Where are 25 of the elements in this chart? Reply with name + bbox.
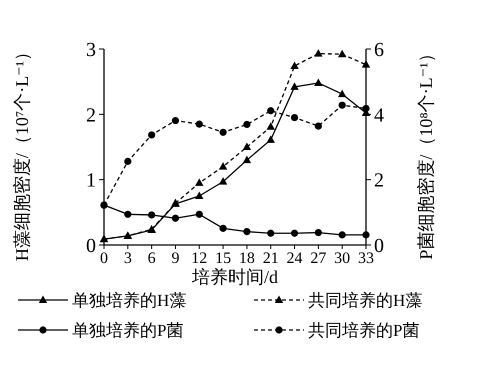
- y-tick-label: 1: [86, 170, 96, 192]
- x-tick-label: 27: [310, 250, 326, 267]
- x-tick-label: 24: [286, 250, 303, 267]
- y-axis-title: H藻细胞密度/（10⁷个·L⁻¹）: [12, 42, 32, 262]
- x-tick-label: 9: [171, 250, 180, 267]
- y-tick-label: 2: [86, 104, 96, 126]
- x-tick-label: 30: [334, 250, 350, 267]
- x-tick-label: 33: [358, 250, 374, 267]
- legend-label: 共同培养的H藻: [308, 291, 422, 310]
- legend-label: 单独培养的P菌: [72, 321, 184, 340]
- legend-label: 单独培养的H藻: [72, 291, 186, 310]
- legend-label: 共同培养的P菌: [308, 321, 420, 340]
- x-tick-label: 15: [215, 250, 232, 267]
- x-tick-label: 6: [148, 250, 156, 267]
- y2-tick-label: 2: [374, 170, 384, 192]
- x-axis-title: 培养时间/d: [190, 267, 278, 287]
- x-tick-label: 21: [262, 250, 279, 267]
- y2-axis-title: P菌细胞密度/（10⁸个·L⁻¹）: [416, 44, 436, 260]
- y-tick-label: 3: [86, 39, 96, 61]
- x-tick-label: 12: [191, 250, 208, 267]
- x-tick-label: 3: [124, 250, 132, 267]
- x-tick-label: 0: [100, 250, 108, 267]
- y2-tick-label: 6: [374, 39, 384, 61]
- y2-tick-label: 4: [374, 104, 384, 126]
- x-tick-label: 18: [238, 250, 255, 267]
